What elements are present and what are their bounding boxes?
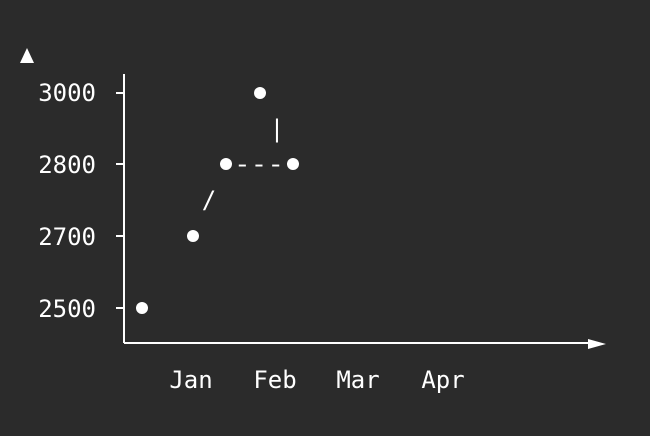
x-tick-label: Apr	[421, 366, 464, 394]
connector-slash: /	[202, 186, 216, 214]
y-tick-label: 2800	[38, 151, 96, 179]
data-points	[136, 87, 299, 314]
data-point	[220, 158, 232, 170]
data-point	[187, 230, 199, 242]
connector-pipe: |	[270, 115, 284, 143]
data-point	[254, 87, 266, 99]
x-tick-label: Feb	[253, 366, 296, 394]
x-tick-label: Mar	[336, 366, 379, 394]
y-tick-marks	[116, 92, 124, 309]
data-point	[287, 158, 299, 170]
y-tick-label: 3000	[38, 79, 96, 107]
x-tick-label: Jan	[169, 366, 212, 394]
connector-dash: ---	[234, 150, 284, 178]
axes	[123, 74, 592, 344]
data-point	[136, 302, 148, 314]
y-axis-arrow	[20, 48, 34, 63]
x-axis-arrow	[588, 339, 606, 349]
y-tick-label: 2500	[38, 295, 96, 323]
y-tick-label: 2700	[38, 223, 96, 251]
